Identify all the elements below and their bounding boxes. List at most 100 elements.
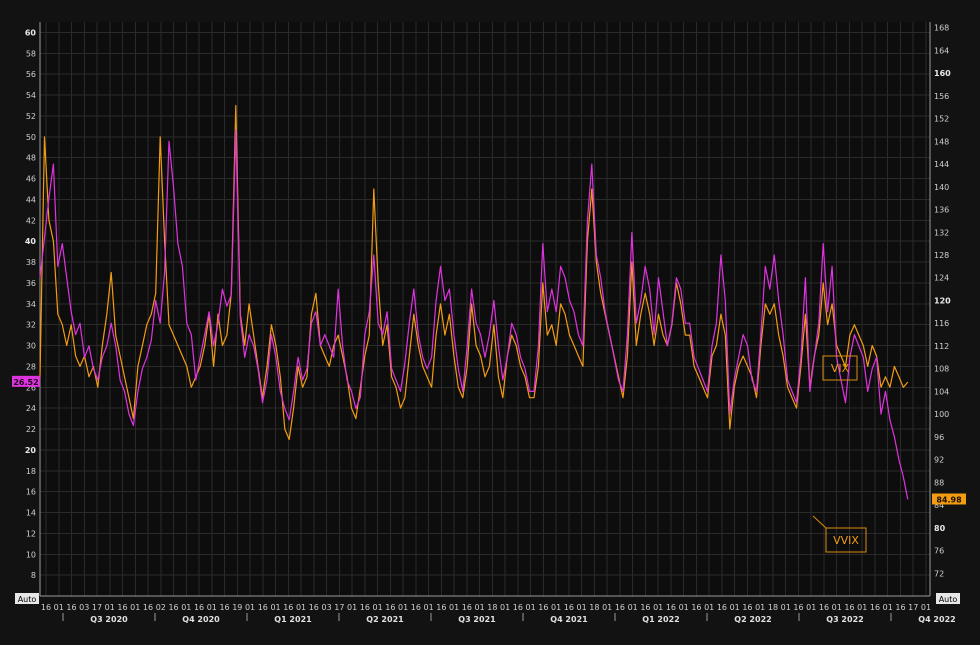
legend-label-vix: VIX [831, 362, 850, 375]
quarter-label: Q2 2021 [366, 615, 404, 624]
plot-area [40, 22, 930, 596]
x-tick-label: 01 [602, 603, 612, 612]
legend-label-vvix: VVIX [833, 534, 859, 547]
x-tick-label: 01 [730, 603, 740, 612]
left-tick-label: 46 [26, 175, 36, 184]
x-tick-label: 16 [895, 603, 905, 612]
right-tick-label: 144 [934, 160, 949, 169]
right-tick-label: 92 [934, 456, 944, 465]
x-tick-label: 03 [321, 603, 331, 612]
x-tick-label: 16 [717, 603, 727, 612]
quarter-label: Q3 2022 [826, 615, 863, 624]
right-tick-label: 108 [934, 365, 949, 374]
x-tick-label: 01 [526, 603, 536, 612]
x-tick-label: 16 [819, 603, 829, 612]
right-tick-label: 168 [934, 24, 949, 33]
x-tick-label: 16 [793, 603, 803, 612]
left-tick-label: 18 [26, 467, 36, 476]
x-tick-label: 01 [806, 603, 816, 612]
left-tick-label: 14 [26, 509, 36, 518]
x-tick-label: 16 [666, 603, 676, 612]
left-tick-label: 44 [26, 195, 36, 204]
x-tick-label: 16 [360, 603, 370, 612]
left-tick-label: 38 [26, 258, 36, 267]
auto-button-right-label[interactable]: Auto [939, 595, 958, 604]
x-tick-label: 16 [143, 603, 153, 612]
x-tick-label: 16 [283, 603, 293, 612]
x-tick-label: 01 [245, 603, 255, 612]
x-tick-label: 16 [640, 603, 650, 612]
quarter-label: Q4 2022 [918, 615, 955, 624]
left-tick-label: 30 [26, 342, 36, 351]
x-tick-label: 16 [691, 603, 701, 612]
left-tick-label: 10 [26, 550, 36, 559]
x-tick-label: 01 [628, 603, 638, 612]
right-tick-label: 140 [934, 183, 949, 192]
left-tick-label: 34 [26, 300, 36, 309]
right-tick-label: 76 [934, 547, 944, 556]
right-tick-label: 72 [934, 569, 944, 578]
x-tick-label: 01 [270, 603, 280, 612]
left-tick-label: 8 [31, 571, 36, 580]
left-tick-label: 48 [26, 154, 36, 163]
quarter-label: Q3 2020 [90, 615, 128, 624]
x-tick-label: 16 [742, 603, 752, 612]
left-tick-label: 40 [25, 237, 37, 246]
right-tick-label: 128 [934, 251, 949, 260]
x-tick-label: 16 [66, 603, 76, 612]
x-tick-label: 03 [79, 603, 89, 612]
x-tick-label: 17 [92, 603, 102, 612]
x-tick-label: 16 [168, 603, 178, 612]
x-tick-label: 16 [564, 603, 574, 612]
x-tick-label: 01 [551, 603, 561, 612]
x-tick-label: 01 [577, 603, 587, 612]
auto-button-left-label[interactable]: Auto [18, 595, 37, 604]
left-tick-label: 26 [26, 383, 36, 392]
quarter-label: Q1 2022 [642, 615, 679, 624]
left-tick-label: 20 [25, 446, 37, 455]
series-line-vix [39, 104, 909, 441]
right-tick-label: 136 [934, 206, 949, 215]
quarter-label: Q4 2020 [182, 615, 220, 624]
right-tick-label: 88 [934, 478, 944, 487]
legend-box-vix [822, 355, 858, 381]
x-tick-label: 16 [615, 603, 625, 612]
x-tick-label: 17 [334, 603, 344, 612]
x-tick-label: 16 [309, 603, 319, 612]
x-tick-label: 16 [258, 603, 268, 612]
left-value-marker [12, 375, 40, 387]
legend-leader-vvix [812, 515, 827, 529]
x-tick-label: 01 [398, 603, 408, 612]
right-value-marker-label: 84.98 [936, 495, 962, 504]
left-tick-label: 50 [26, 133, 36, 142]
x-tick-label: 02 [156, 603, 166, 612]
right-tick-label: 148 [934, 137, 949, 146]
x-tick-label: 16 [41, 603, 51, 612]
x-tick-label: 01 [54, 603, 64, 612]
x-tick-label: 01 [475, 603, 485, 612]
left-tick-label: 32 [26, 321, 36, 330]
quarter-label: Q1 2021 [274, 615, 312, 624]
auto-button-left[interactable] [15, 593, 39, 604]
left-value-marker-label: 26.52 [13, 378, 38, 387]
left-tick-label: 16 [26, 488, 36, 497]
x-tick-label: 16 [513, 603, 523, 612]
x-tick-label: 16 [462, 603, 472, 612]
x-tick-label: 16 [844, 603, 854, 612]
right-tick-label: 104 [934, 387, 949, 396]
quarter-label: Q4 2021 [550, 615, 588, 624]
x-tick-label: 01 [679, 603, 689, 612]
x-tick-label: 01 [181, 603, 191, 612]
right-tick-label: 164 [934, 46, 949, 55]
x-tick-label: 16 [538, 603, 548, 612]
x-tick-label: 16 [870, 603, 880, 612]
left-tick-label: 28 [26, 362, 36, 371]
x-tick-label: 01 [921, 603, 931, 612]
right-tick-label: 132 [934, 228, 949, 237]
quarter-label: Q2 2022 [734, 615, 771, 624]
left-tick-label: 42 [26, 216, 36, 225]
quarter-label: Q3 2021 [458, 615, 496, 624]
left-tick-label: 22 [26, 425, 36, 434]
auto-button-right[interactable] [936, 593, 960, 604]
right-tick-label: 112 [934, 342, 949, 351]
